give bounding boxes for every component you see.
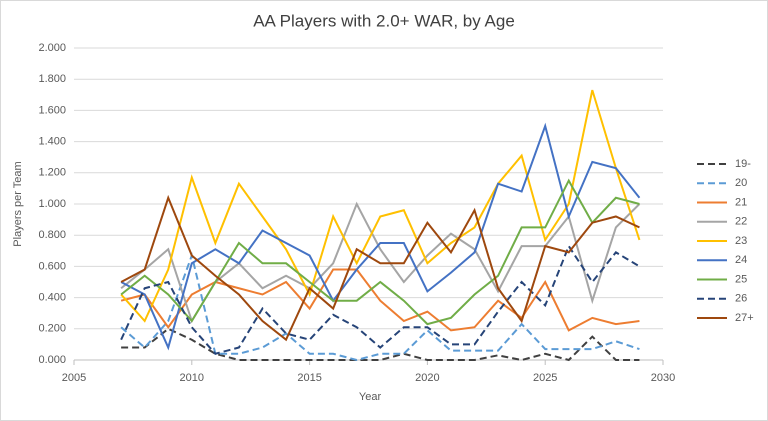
chart-title: AA Players with 2.0+ WAR, by Age xyxy=(253,11,515,30)
y-tick-label: 0.000 xyxy=(38,354,66,366)
x-tick-label: 2015 xyxy=(297,372,321,384)
legend-label: 24 xyxy=(735,254,747,266)
y-tick-label: 0.400 xyxy=(38,292,66,304)
y-tick-label: 1.200 xyxy=(38,167,66,179)
x-tick-label: 2030 xyxy=(651,372,675,384)
series-line xyxy=(120,178,640,326)
y-tick-label: 0.800 xyxy=(38,229,66,241)
legend-label: 19- xyxy=(735,158,751,170)
y-tick-label: 1.600 xyxy=(38,104,66,116)
x-tick-label: 2010 xyxy=(180,372,204,384)
legend-label: 21 xyxy=(735,196,747,208)
legend-label: 22 xyxy=(735,216,747,228)
legend-label: 25 xyxy=(735,273,747,285)
x-tick-label: 2025 xyxy=(533,372,557,384)
y-tick-label: 0.600 xyxy=(38,260,66,272)
x-axis-label: Year xyxy=(359,391,382,403)
x-tick-label: 2020 xyxy=(415,372,439,384)
series-line xyxy=(120,268,640,332)
legend-label: 23 xyxy=(735,235,747,247)
x-tick-label: 2005 xyxy=(62,372,86,384)
series-line xyxy=(120,251,640,362)
legend-label: 26 xyxy=(735,293,747,305)
series-line xyxy=(120,122,641,351)
y-tick-label: 1.000 xyxy=(38,198,66,210)
y-axis-label: Players per Team xyxy=(12,161,24,246)
y-tick-label: 1.800 xyxy=(38,73,66,85)
legend-label: 20 xyxy=(735,177,747,189)
legend-label: 27+ xyxy=(735,312,754,324)
y-tick-label: 2.000 xyxy=(38,42,66,54)
series-line xyxy=(120,243,640,355)
series-line xyxy=(120,89,641,323)
series-line xyxy=(120,194,640,342)
y-tick-label: 1.400 xyxy=(38,136,66,148)
y-tick-label: 0.200 xyxy=(38,323,66,335)
